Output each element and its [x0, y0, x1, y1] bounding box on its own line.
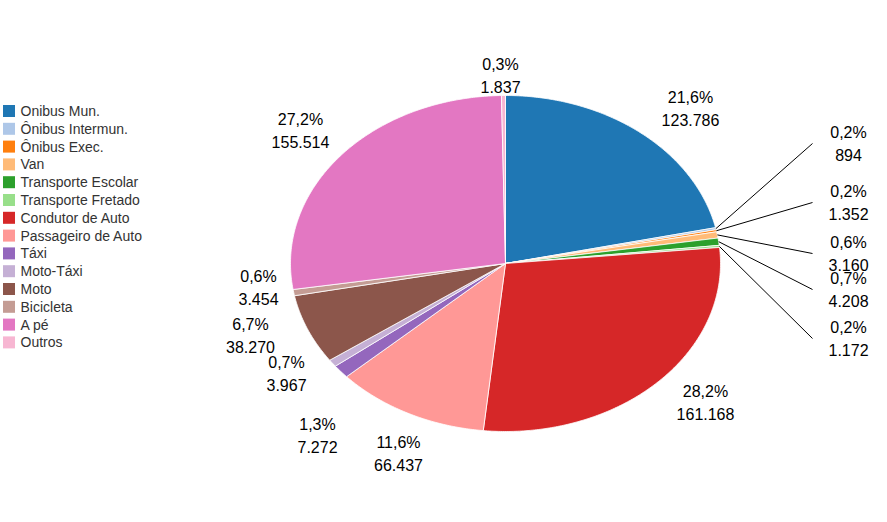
- svg-text:66.437: 66.437: [374, 457, 423, 474]
- svg-text:6,7%: 6,7%: [232, 316, 268, 333]
- svg-text:Moto-Táxi: Moto-Táxi: [21, 263, 83, 279]
- svg-text:21,6%: 21,6%: [668, 89, 713, 106]
- svg-text:Bicicleta: Bicicleta: [21, 299, 73, 315]
- svg-text:0,2%: 0,2%: [830, 319, 866, 336]
- svg-text:38.270: 38.270: [226, 339, 275, 356]
- svg-text:Van: Van: [21, 156, 45, 172]
- svg-text:161.168: 161.168: [677, 406, 735, 423]
- svg-text:Transporte Fretado: Transporte Fretado: [21, 192, 141, 208]
- svg-text:Táxi: Táxi: [21, 245, 47, 261]
- svg-text:0,2%: 0,2%: [830, 124, 866, 141]
- svg-text:11,6%: 11,6%: [376, 434, 420, 451]
- svg-text:3.454: 3.454: [238, 291, 278, 308]
- svg-text:0,7%: 0,7%: [268, 354, 304, 371]
- svg-text:894: 894: [835, 147, 862, 164]
- svg-text:Moto: Moto: [21, 281, 52, 297]
- svg-text:1,3%: 1,3%: [299, 416, 335, 433]
- svg-text:155.514: 155.514: [272, 134, 330, 151]
- svg-text:Passageiro de Auto: Passageiro de Auto: [21, 228, 143, 244]
- svg-text:Onibus Mun.: Onibus Mun.: [21, 103, 100, 119]
- svg-text:1.352: 1.352: [828, 206, 868, 223]
- svg-text:Ônibus Exec.: Ônibus Exec.: [21, 139, 104, 155]
- svg-text:Condutor de Auto: Condutor de Auto: [21, 210, 130, 226]
- svg-text:Ônibus Intermun.: Ônibus Intermun.: [21, 121, 128, 137]
- svg-text:3.160: 3.160: [828, 257, 868, 274]
- svg-text:A pé: A pé: [21, 317, 49, 333]
- svg-text:0,6%: 0,6%: [830, 234, 866, 251]
- svg-text:1.172: 1.172: [828, 342, 868, 359]
- svg-text:0,2%: 0,2%: [830, 183, 866, 200]
- svg-text:0,6%: 0,6%: [240, 268, 276, 285]
- svg-text:3.967: 3.967: [266, 377, 306, 394]
- svg-text:Transporte Escolar: Transporte Escolar: [21, 174, 139, 190]
- svg-text:0,7%: 0,7%: [830, 269, 867, 287]
- svg-text:4.208: 4.208: [828, 293, 868, 310]
- svg-text:28,2%: 28,2%: [683, 383, 728, 400]
- svg-text:27,2%: 27,2%: [278, 111, 323, 128]
- svg-text:123.786: 123.786: [662, 112, 720, 129]
- svg-text:0,3%: 0,3%: [482, 56, 518, 73]
- svg-text:Outros: Outros: [21, 334, 63, 350]
- svg-text:7.272: 7.272: [297, 439, 337, 456]
- svg-text:1.837: 1.837: [480, 79, 520, 96]
